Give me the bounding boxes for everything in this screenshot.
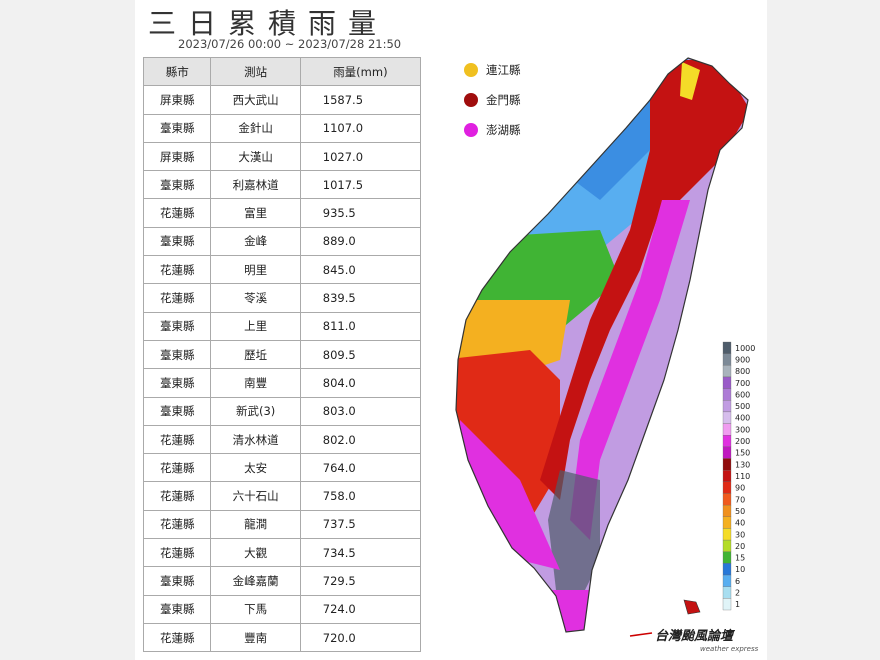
table-cell: 六十石山: [210, 481, 301, 511]
table-cell: 811.0: [299, 311, 422, 341]
table-cell: 764.0: [299, 453, 422, 483]
table-cell: 845.0: [299, 255, 422, 285]
table-cell: 花蓮縣: [142, 538, 212, 568]
table-row: 臺東縣 上里 811.0: [142, 311, 422, 341]
table-cell: 臺東縣: [142, 311, 212, 341]
table-row: 花蓮縣 六十石山 758.0: [142, 481, 422, 511]
table-row: 花蓮縣 豐南 720.0: [142, 622, 422, 653]
table-cell: 花蓮縣: [142, 509, 212, 540]
table-cell: 南豐: [210, 368, 301, 398]
table-cell: 大觀: [210, 538, 301, 568]
table-cell: 花蓮縣: [142, 255, 212, 285]
table-cell: 729.5: [299, 566, 422, 596]
table-cell: 花蓮縣: [142, 453, 212, 483]
subtitle: 2023/07/26 00:00 ~ 2023/07/28 21:50: [178, 37, 402, 51]
table-row: 花蓮縣 太安 764.0: [142, 453, 422, 483]
table-cell: 金峰: [210, 226, 301, 257]
table-row: 屏東縣 大漢山 1027.0: [142, 141, 422, 172]
table-cell: 809.5: [299, 339, 422, 370]
table-cell: 臺東縣: [142, 170, 212, 200]
table-cell: 804.0: [299, 368, 422, 398]
table-cell: 臺東縣: [142, 339, 212, 370]
table-row: 花蓮縣 富里 935.5: [142, 198, 422, 228]
table-cell: 803.0: [299, 396, 422, 426]
header-cell: 測站: [210, 56, 301, 87]
table-row: 臺東縣 下馬 724.0: [142, 594, 422, 624]
table-cell: 利嘉林道: [210, 170, 301, 200]
table-cell: 花蓮縣: [142, 481, 212, 511]
table-cell: 臺東縣: [142, 566, 212, 596]
table-row: 花蓮縣 苓溪 839.5: [142, 283, 422, 313]
table-cell: 1017.5: [299, 170, 422, 200]
header-row: 縣市 測站 雨量(mm): [142, 56, 422, 87]
table-cell: 1027.0: [299, 141, 422, 172]
table-cell: 花蓮縣: [142, 622, 212, 653]
table-cell: 金針山: [210, 113, 301, 143]
table-row: 花蓮縣 大觀 734.5: [142, 538, 422, 568]
table-cell: 歷坵: [210, 339, 301, 370]
table-cell: 臺東縣: [142, 226, 212, 257]
table-cell: 金峰嘉蘭: [210, 566, 301, 596]
header-cell: 縣市: [142, 56, 212, 87]
table-cell: 花蓮縣: [142, 283, 212, 313]
table-row: 花蓮縣 明里 845.0: [142, 255, 422, 285]
table-row: 臺東縣 南豐 804.0: [142, 368, 422, 398]
table-cell: 臺東縣: [142, 594, 212, 624]
table-cell: 802.0: [299, 424, 422, 455]
table-cell: 花蓮縣: [142, 198, 212, 228]
table-cell: 龍澗: [210, 509, 301, 540]
rain-table: 縣市 測站 雨量(mm) 屏東縣 西大武山 1587.5 臺東縣 金針山 1107.0 屏東縣 大漢…: [142, 56, 422, 653]
table-cell: 屏東縣: [142, 85, 212, 115]
table-cell: 720.0: [299, 622, 422, 653]
table-cell: 1587.5: [299, 85, 422, 115]
header-cell: 雨量(mm): [299, 56, 422, 87]
table-row: 臺東縣 利嘉林道 1017.5: [142, 170, 422, 200]
table-cell: 758.0: [299, 481, 422, 511]
table-cell: 明里: [210, 255, 301, 285]
table-cell: 豐南: [210, 622, 301, 653]
title: 三日累積雨量: [148, 7, 389, 40]
table-cell: 屏東縣: [142, 141, 212, 172]
table-cell: 太安: [210, 453, 301, 483]
table-row: 臺東縣 歷坵 809.5: [142, 339, 422, 370]
table-row: 臺東縣 新武(3) 803.0: [142, 396, 422, 426]
table-cell: 大漢山: [210, 141, 301, 172]
table-row: 屏東縣 西大武山 1587.5: [142, 85, 422, 115]
table-cell: 花蓮縣: [142, 424, 212, 455]
table-row: 臺東縣 金針山 1107.0: [142, 113, 422, 143]
table-row: 花蓮縣 龍澗 737.5: [142, 509, 422, 540]
table-row: 臺東縣 金峰嘉蘭 729.5: [142, 566, 422, 596]
table-cell: 1107.0: [299, 113, 422, 143]
table-cell: 上里: [210, 311, 301, 341]
table-row: 臺東縣 金峰 889.0: [142, 226, 422, 257]
table-cell: 臺東縣: [142, 368, 212, 398]
table-cell: 臺東縣: [142, 113, 212, 143]
table-cell: 839.5: [299, 283, 422, 313]
table-cell: 734.5: [299, 538, 422, 568]
table-cell: 苓溪: [210, 283, 301, 313]
table-cell: 臺東縣: [142, 396, 212, 426]
table-cell: 935.5: [299, 198, 422, 228]
table-cell: 清水林道: [210, 424, 301, 455]
table-cell: 富里: [210, 198, 301, 228]
table-row: 花蓮縣 清水林道 802.0: [142, 424, 422, 455]
table-cell: 新武(3): [210, 396, 301, 426]
table-cell: 889.0: [299, 226, 422, 257]
table-cell: 737.5: [299, 509, 422, 540]
table-cell: 西大武山: [210, 85, 301, 115]
table-cell: 724.0: [299, 594, 422, 624]
table-body: 屏東縣 西大武山 1587.5 臺東縣 金針山 1107.0 屏東縣 大漢山 1027.0 臺東縣…: [142, 85, 422, 653]
table-cell: 下馬: [210, 594, 301, 624]
